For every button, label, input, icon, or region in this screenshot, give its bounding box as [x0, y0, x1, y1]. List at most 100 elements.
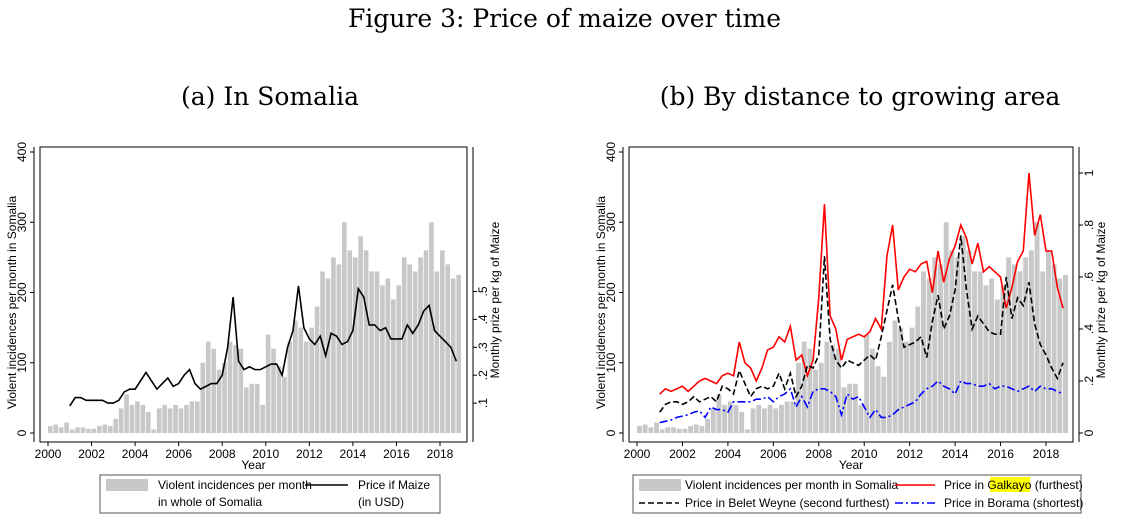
pb-bar [1017, 271, 1023, 433]
pb-y-right-tick-label: .6 [1082, 272, 1096, 282]
pa-bar [129, 404, 135, 433]
pa-bar [162, 404, 167, 433]
pa-bar [352, 257, 358, 433]
pa-bar [434, 271, 440, 433]
pa-x-tick-label: 2010 [252, 447, 279, 461]
pb-y-left-tick-label: 400 [604, 142, 618, 162]
pa-x-tick-label: 2012 [296, 447, 323, 461]
pa-bar [173, 404, 178, 433]
pa-bar [205, 341, 211, 433]
pb-bar [949, 250, 955, 433]
pa-bar [58, 427, 64, 433]
pa-bar [113, 418, 118, 433]
pb-bar [756, 404, 762, 433]
pb-legend-label: Price in Borama (shortest) [944, 496, 1083, 510]
pa-y-right-tick-label: .3 [476, 342, 490, 352]
pa-bar [102, 424, 108, 433]
pb-bar [801, 341, 807, 433]
pa-x-tick-label: 2006 [165, 447, 192, 461]
pb-y-right-tick-label: .4 [1082, 324, 1096, 334]
pa-bar [276, 366, 282, 433]
pa-bar [107, 425, 113, 433]
pb-bar [830, 345, 836, 433]
pb-bar [784, 401, 790, 433]
pa-y-right-tick-label: .5 [476, 286, 490, 296]
pa-y-left-tick-label: 300 [15, 212, 29, 232]
pa-bar [314, 306, 320, 433]
pa-y-left-tick-label: 0 [15, 429, 29, 436]
pb-bar [1000, 285, 1006, 433]
pb-bar [938, 264, 943, 433]
pa-bar [271, 348, 276, 433]
pb-x-tick-label: 2018 [1033, 447, 1060, 461]
pa-bar [325, 278, 331, 433]
pb-bar [699, 425, 705, 433]
pb-bar [858, 404, 864, 433]
pa-bar [80, 427, 86, 433]
pb-bar [705, 418, 711, 433]
pa-bar [320, 271, 325, 433]
pb-bar [864, 334, 870, 433]
pb-bar [1023, 257, 1029, 433]
pb-bar [926, 278, 932, 433]
pa-x-axis-label: Year [241, 458, 265, 472]
pa-bar [298, 327, 304, 433]
pa-bar [64, 422, 69, 433]
pa-bar [309, 327, 314, 433]
pa-bar [385, 278, 391, 433]
pb-bar [773, 408, 779, 433]
pb-y-right-label: Monthly prize per kg of Maize [1094, 221, 1108, 378]
pa-bar [396, 285, 402, 433]
pb-legend-highlight [990, 477, 1030, 492]
pb-bar [921, 271, 926, 433]
pb-bar [761, 408, 767, 433]
pb-bar [1046, 250, 1051, 433]
pa-bar [391, 299, 396, 433]
pb-y-right-tick-label: .8 [1082, 220, 1096, 230]
pa-legend-label: (in USD) [358, 495, 404, 509]
pb-bar [915, 306, 921, 433]
pa-bar [124, 394, 129, 433]
pb-x-tick-label: 2004 [715, 447, 742, 461]
pb-y-right-tick-label: 1 [1082, 169, 1096, 176]
pa-bar [135, 401, 140, 433]
pb-bar [659, 429, 665, 433]
pb-bar [716, 394, 722, 433]
pb-bar [796, 362, 801, 433]
pa-bar [347, 250, 353, 433]
pb-bar [852, 383, 858, 433]
pa-bar [233, 345, 238, 433]
pb-x-tick-label: 2010 [851, 447, 878, 461]
pb-bar [818, 362, 824, 433]
pa-bar [331, 257, 336, 433]
pb-legend-swatch-bars [639, 479, 681, 491]
pa-bar [156, 408, 162, 433]
pb-bar [898, 327, 904, 433]
pb-bar [960, 236, 966, 433]
pb-y-left-tick-label: 200 [604, 282, 618, 302]
pa-bar [380, 285, 385, 433]
pa-bar [336, 264, 342, 433]
pa-legend-label: Price if Maize [358, 478, 430, 492]
pa-bar [118, 408, 124, 433]
pa-bar [423, 250, 429, 433]
pa-x-tick-label: 2018 [427, 447, 454, 461]
pa-bar [374, 271, 380, 433]
panel-b-title: (b) By distance to growing area [659, 82, 1061, 111]
pa-bar [200, 362, 206, 433]
pb-y-right-tick-label: .2 [1082, 376, 1096, 386]
pb-x-tick-label: 2008 [805, 447, 832, 461]
pa-bar [401, 257, 407, 433]
pb-bar [733, 404, 739, 433]
pa-bar [151, 429, 157, 433]
pb-bar [909, 327, 915, 433]
pb-y-right-tick-label: 0 [1082, 429, 1096, 436]
pa-x-tick-label: 2014 [340, 447, 367, 461]
pa-bar [86, 428, 91, 433]
pb-bar [665, 427, 671, 433]
pb-bar [739, 411, 745, 433]
pb-bar [671, 427, 676, 433]
pa-x-tick-label: 2004 [122, 447, 149, 461]
pb-y-left-tick-label: 300 [604, 212, 618, 232]
pa-bar [238, 348, 244, 433]
